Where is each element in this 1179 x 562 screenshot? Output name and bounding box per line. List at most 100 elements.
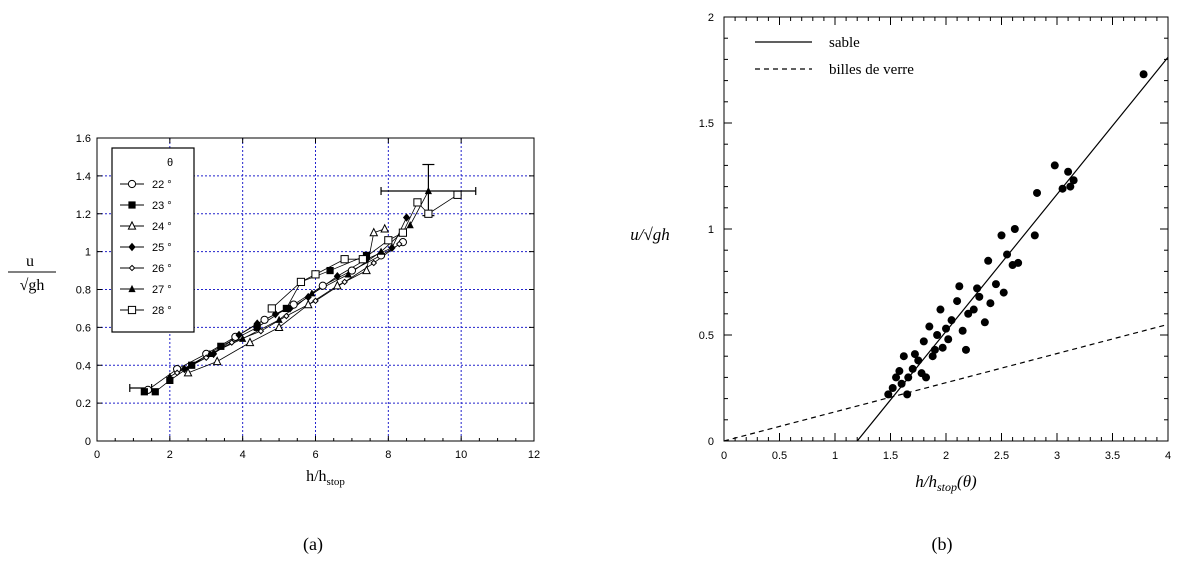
chart-a-point-6 [267,304,276,313]
chart-b-point [919,337,928,346]
chart-a-legend-label: 28 ° [152,305,172,317]
chart-a-point-6 [453,190,462,199]
chart-a-point-6 [340,255,349,264]
chart-a-point-4 [312,297,319,305]
chart-a-point-4 [370,259,378,267]
chart-b-ticks: 0 0.5 1 1.5 2 2.5 3 3.5 4 0 0.5 1 1.5 2 [699,12,1171,462]
chart-b-point [897,379,906,388]
chart-b-point [908,364,917,373]
chart-b-x-tick-label: 4 [1165,450,1171,462]
chart-b-point [903,390,912,399]
chart-b-point [961,345,970,354]
chart-a-point-3 [402,213,411,222]
chart-b-y-tick-label: 0.5 [699,330,714,342]
chart-b-points [884,70,1148,399]
chart-a-point-4 [173,369,181,377]
chart-a-point-1 [140,388,148,396]
chart-a-point-5 [308,289,316,297]
chart-b-y-tick-label: 2 [708,12,714,24]
chart-a-point-4 [341,278,348,286]
chart-a: 0 2 4 6 8 10 12 0 0.2 0.4 0.6 0.8 1 1.2 1.4 1.6 θ 22 ° 23… [8,133,540,555]
chart-a-point-2 [212,356,222,366]
chart-a-point-5 [377,247,385,255]
chart-a-y-tick-label: 1 [85,247,91,259]
chart-b-point [1139,70,1148,79]
chart-a-point-6 [358,255,367,264]
chart-a-x-tick-label: 10 [455,449,467,461]
chart-b-point [991,280,1000,289]
chart-a-x-tick-label: 0 [94,449,100,461]
chart-b-point [914,356,923,365]
chart-b-point [953,297,962,306]
chart-b-fit-lines [723,56,1169,442]
chart-a-point-3 [388,243,396,253]
chart-a-x-tick-label: 4 [240,449,246,461]
chart-a-legend-marker [128,201,136,209]
chart-a-point-5 [166,372,174,380]
chart-a-y-label-numerator: u [26,253,34,270]
chart-a-x-label-sub: stop [327,476,346,488]
chart-a-point-2 [274,322,284,331]
chart-b-legend: sable billes de verre [755,35,914,78]
chart-a-legend-box [111,147,195,333]
chart-a-point-5 [206,349,214,357]
chart-a-point-4 [228,339,236,346]
chart-a-y-tick-label: 1.6 [76,133,91,145]
chart-a-point-6 [424,209,433,218]
chart-a-point-1 [282,304,290,313]
chart-a-markers [140,186,462,396]
chart-a-point-2 [183,367,193,377]
chart-a-point-2 [362,265,371,275]
chart-b-point [938,343,947,352]
chart-b-point [999,288,1008,297]
chart-a-legend-marker [127,179,137,189]
chart-a-point-2 [245,337,255,347]
chart-a-y-tick-label: 0.4 [76,360,91,372]
chart-b-point [1069,176,1078,185]
chart-b-legend-label: billes de verre [829,62,914,78]
chart-a-legend-label: 25 ° [152,242,172,254]
chart-b-line-dashed [723,323,1169,442]
chart-b-y-tick-label: 0 [708,436,714,448]
chart-a-legend: θ 22 ° 23 ° 24 ° 25 ° 26 ° 27 ° 28 ° [111,147,195,333]
chart-b-x-tick-label: 3.5 [1105,450,1120,462]
chart-a-legend-label: 23 ° [152,200,172,212]
chart-b-point [1014,258,1023,267]
chart-a-legend-label: 26 ° [152,263,172,275]
chart-a-point-5 [239,334,247,342]
chart-b-point [930,345,939,354]
chart-b-point [888,384,897,392]
chart-b-point [1010,225,1019,233]
chart-b-point [958,326,967,335]
chart-b-point [1033,188,1042,197]
chart-a-point-1 [166,376,174,384]
chart-a-point-6 [311,270,320,279]
chart-b-point [944,335,953,344]
chart-b: 0 0.5 1 1.5 2 2.5 3 3.5 4 0 0.5 1 1.5 2 sable billes d… [630,12,1171,555]
chart-a-x-tick-label: 8 [385,449,391,461]
chart-a-point-3 [333,272,341,281]
chart-b-point [1058,184,1067,193]
chart-a-x-label-main: h/h [306,468,326,485]
chart-b-x-tick-label: 0.5 [772,450,787,462]
chart-b-panel-label: (b) [932,534,953,555]
chart-a-point-3 [286,304,294,313]
chart-b-point [1050,161,1059,170]
chart-b-x-tick-label: 0 [721,450,727,462]
chart-b-point [975,292,984,301]
chart-b-y-tick-label: 1.5 [699,118,714,130]
chart-a-legend-label: 24 ° [152,221,172,233]
chart-a-labels: h/hstop u √gh (a) [8,253,345,555]
chart-b-point [904,373,913,382]
chart-b-point [955,282,964,291]
chart-a-point-3 [180,364,188,374]
chart-a-legend-marker [127,305,137,315]
chart-a-y-label-denominator: √gh [20,277,45,294]
chart-a-point-6 [413,198,422,207]
chart-a-point-4 [257,327,265,335]
chart-a-legend-marker [128,242,136,252]
chart-b-point [1030,231,1039,240]
chart-b-point [997,231,1006,240]
chart-a-point-3 [253,319,261,328]
chart-b-y-label: u/√gh [630,225,670,244]
